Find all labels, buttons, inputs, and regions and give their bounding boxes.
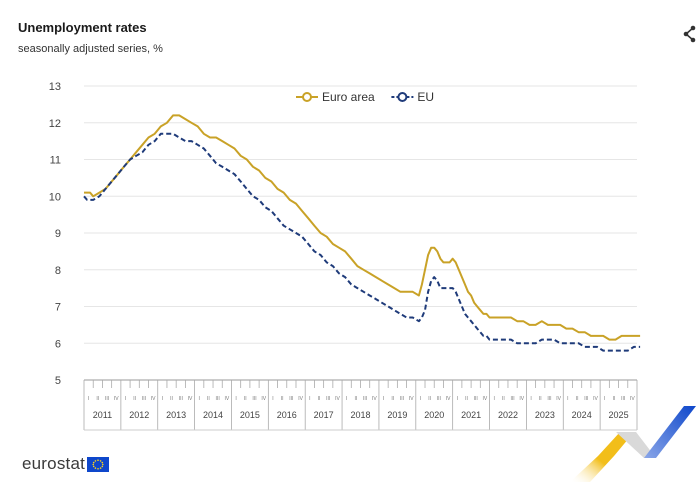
x-quarter-label: IV	[151, 396, 156, 402]
x-quarter-label: IV	[593, 396, 598, 402]
x-quarter-label: II	[170, 396, 173, 402]
x-year-label: 2013	[166, 410, 186, 420]
x-quarter-label: IV	[188, 396, 193, 402]
legend-marker-euro-area	[302, 92, 312, 102]
x-year-label: 2018	[350, 410, 370, 420]
x-year-label: 2021	[461, 410, 481, 420]
x-quarter-label: II	[576, 396, 579, 402]
x-quarter-label: IV	[224, 396, 229, 402]
legend-label-euro-area: Euro area	[322, 90, 375, 104]
decorative-corner-graphic	[570, 406, 696, 482]
x-quarter-label: III	[216, 396, 220, 402]
x-quarter-label: I	[604, 396, 605, 402]
x-quarter-label: III	[584, 396, 588, 402]
x-quarter-label: II	[133, 396, 136, 402]
x-quarter-label: II	[465, 396, 468, 402]
x-quarter-label: IV	[409, 396, 414, 402]
x-year-label: 2011	[93, 410, 112, 420]
x-quarter-label: III	[142, 396, 146, 402]
x-quarter-label: III	[179, 396, 183, 402]
x-quarter-label: II	[244, 396, 247, 402]
x-quarter-label: I	[88, 396, 89, 402]
x-quarter-label: III	[510, 396, 514, 402]
x-quarter-label: I	[420, 396, 421, 402]
x-quarter-label: II	[391, 396, 394, 402]
x-year-label: 2025	[609, 410, 629, 420]
x-quarter-label: I	[199, 396, 200, 402]
x-quarter-label: II	[613, 396, 616, 402]
x-quarter-label: I	[125, 396, 126, 402]
x-quarter-label: I	[272, 396, 273, 402]
series-line-eu	[83, 132, 641, 352]
x-quarter-label: IV	[114, 396, 119, 402]
x-quarter-label: II	[96, 396, 99, 402]
x-quarter-label: I	[346, 396, 347, 402]
y-tick-label: 5	[55, 375, 61, 387]
x-quarter-label: IV	[630, 396, 635, 402]
x-year-label: 2022	[498, 410, 518, 420]
y-tick-label: 10	[49, 191, 61, 203]
x-quarter-label: III	[289, 396, 293, 402]
x-quarter-label: I	[457, 396, 458, 402]
eurostat-logo[interactable]: eurostat	[22, 454, 110, 474]
x-quarter-label: II	[539, 396, 542, 402]
x-quarter-label: II	[355, 396, 358, 402]
share-button[interactable]	[682, 24, 696, 44]
x-quarter-label: II	[318, 396, 321, 402]
x-quarter-label: III	[474, 396, 478, 402]
x-quarter-label: III	[105, 396, 109, 402]
share-icon	[683, 25, 696, 43]
x-year-label: 2014	[203, 410, 223, 420]
y-tick-label: 8	[55, 265, 61, 277]
x-quarter-label: II	[281, 396, 284, 402]
y-tick-label: 7	[55, 302, 61, 314]
y-tick-label: 9	[55, 228, 61, 240]
x-quarter-label: III	[621, 396, 625, 402]
chart-subtitle: seasonally adjusted series, %	[18, 43, 163, 55]
x-year-label: 2020	[424, 410, 444, 420]
y-tick-label: 12	[49, 118, 61, 130]
x-quarter-label: IV	[556, 396, 561, 402]
x-year-label: 2015	[240, 410, 260, 420]
x-quarter-label: III	[326, 396, 330, 402]
x-quarter-label: IV	[298, 396, 303, 402]
x-quarter-label: IV	[335, 396, 340, 402]
legend-label-eu: EU	[417, 90, 434, 104]
x-year-label: 2023	[535, 410, 555, 420]
x-quarter-label: I	[309, 396, 310, 402]
x-quarter-label: I	[383, 396, 384, 402]
x-quarter-label: III	[437, 396, 441, 402]
x-quarter-label: III	[252, 396, 256, 402]
x-quarter-label: IV	[261, 396, 266, 402]
x-quarter-label: IV	[372, 396, 377, 402]
x-quarter-label: I	[235, 396, 236, 402]
x-quarter-label: II	[428, 396, 431, 402]
x-quarter-label: I	[530, 396, 531, 402]
legend-marker-eu	[397, 92, 408, 102]
series-line-euro-area	[84, 114, 641, 341]
x-quarter-label: II	[207, 396, 210, 402]
logo-text: eurostat	[22, 454, 86, 473]
x-quarter-label: IV	[483, 396, 488, 402]
y-tick-label: 6	[55, 338, 61, 350]
x-quarter-label: III	[547, 396, 551, 402]
x-quarter-label: IV	[446, 396, 451, 402]
eu-flag-icon	[87, 456, 110, 472]
chart-title: Unemployment rates	[18, 20, 147, 35]
x-quarter-label: II	[502, 396, 505, 402]
x-year-label: 2024	[572, 410, 592, 420]
x-year-label: 2019	[387, 410, 407, 420]
x-year-label: 2017	[314, 410, 334, 420]
x-quarter-label: III	[400, 396, 404, 402]
x-quarter-label: I	[493, 396, 494, 402]
y-tick-label: 11	[50, 155, 61, 167]
x-quarter-label: I	[162, 396, 163, 402]
x-year-label: 2012	[129, 410, 149, 420]
x-quarter-label: I	[567, 396, 568, 402]
x-year-label: 2016	[277, 410, 297, 420]
y-tick-label: 13	[49, 81, 61, 93]
x-quarter-label: III	[363, 396, 367, 402]
x-quarter-label: IV	[519, 396, 524, 402]
